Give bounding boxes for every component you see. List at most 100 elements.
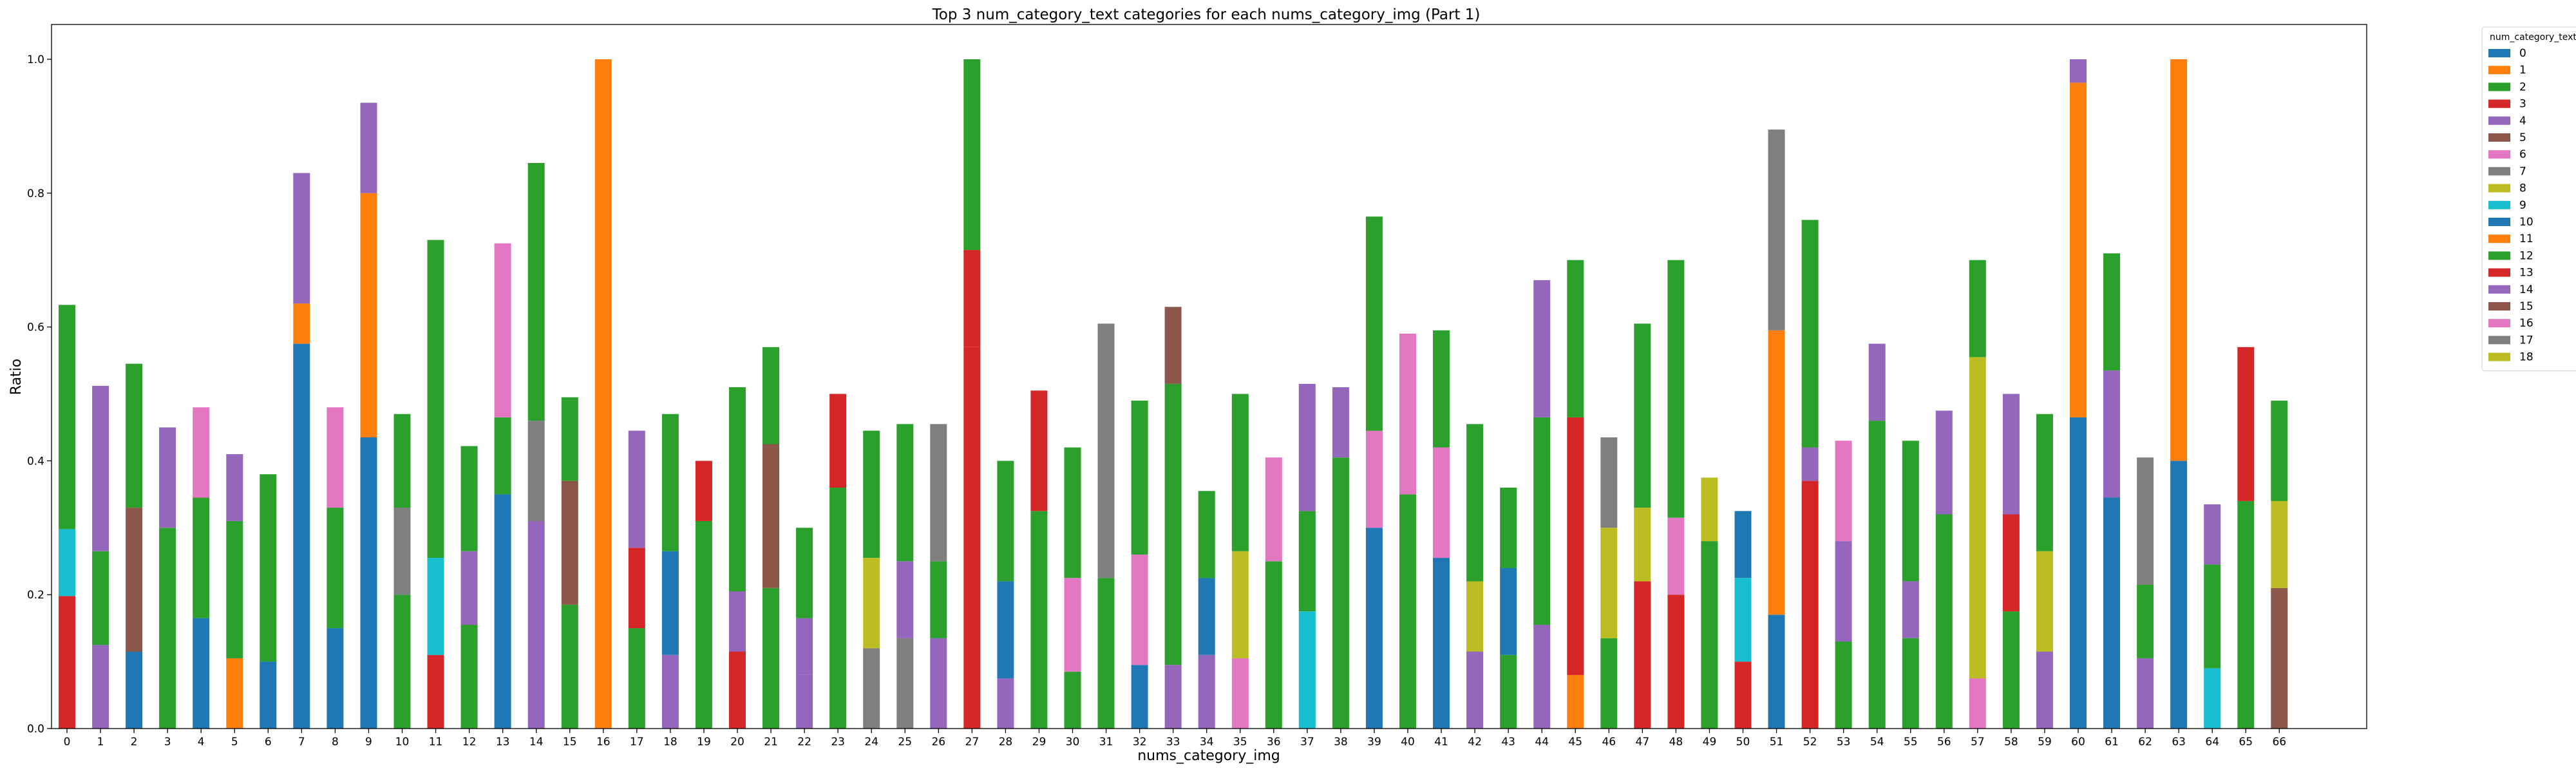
bar-segment-41-cat-10	[1433, 558, 1450, 729]
x-tick-label: 30	[1066, 736, 1080, 749]
legend-swatch-17	[2488, 336, 2510, 345]
bar-segment-64-cat-9	[2204, 668, 2221, 729]
bar-segment-37-cat-9	[1298, 611, 1316, 729]
bar-segment-55-cat-12	[1902, 638, 1919, 729]
x-axis-title: nums_category_img	[1137, 748, 1280, 764]
bar-segment-18-cat-10	[661, 551, 679, 655]
plot-frame	[51, 24, 2367, 729]
x-tick-label: 53	[1837, 736, 1851, 749]
y-tick-label: 0.0	[27, 723, 44, 736]
bar-segment-3-cat-4	[159, 427, 176, 528]
x-tick-label: 27	[965, 736, 980, 749]
bar-segment-47-cat-18	[1634, 508, 1651, 582]
bar-segment-59-cat-12	[2036, 414, 2053, 551]
bar-segment-18-cat-2	[661, 414, 679, 551]
bar-segment-56-cat-14	[1935, 410, 1953, 515]
legend-swatch-8	[2488, 184, 2510, 193]
bar-segment-3-cat-2	[159, 528, 176, 729]
x-tick-label: 58	[2004, 736, 2018, 749]
x-tick-label: 42	[1468, 736, 1482, 749]
bar-segment-5-cat-1	[226, 658, 243, 729]
bar-segment-14-cat-7	[527, 421, 545, 521]
bar-segment-57-cat-16	[1969, 678, 1986, 729]
bar-segment-48-cat-13	[1667, 595, 1685, 729]
x-tick-label: 48	[1669, 736, 1683, 749]
legend-label-8: 8	[2519, 182, 2526, 195]
bar-segment-8-cat-0	[327, 628, 344, 729]
x-tick-label: 36	[1267, 736, 1281, 749]
bar-segment-37-cat-14	[1298, 383, 1316, 511]
bar-segment-46-cat-12	[1600, 638, 1618, 729]
bar-segment-14-cat-4	[527, 520, 545, 729]
bar-segment-23-cat-13	[829, 394, 847, 488]
bar-segment-50-cat-9	[1734, 578, 1752, 662]
bar-segment-25-cat-12	[896, 424, 914, 562]
legend-swatch-12	[2488, 251, 2510, 260]
x-tick-label: 3	[164, 736, 171, 749]
legend-label-3: 3	[2519, 98, 2526, 111]
x-tick-label: 59	[2038, 736, 2052, 749]
x-tick-label: 7	[298, 736, 305, 749]
bar-segment-28-cat-14	[997, 678, 1014, 729]
bar-segment-11-cat-3	[427, 654, 444, 729]
bar-segment-32-cat-12	[1131, 400, 1148, 555]
x-tick-label: 29	[1032, 736, 1046, 749]
legend-swatch-3	[2488, 99, 2510, 108]
bar-segment-41-cat-16	[1433, 447, 1450, 558]
bar-segment-19-cat-2	[695, 520, 712, 729]
bar-segment-35-cat-12	[1231, 394, 1249, 551]
x-tick-label: 25	[898, 736, 912, 749]
x-tick-label: 45	[1568, 736, 1582, 749]
bar-segment-10-cat-7	[393, 508, 411, 595]
legend-swatch-0	[2488, 49, 2510, 57]
bar-segment-17-cat-4	[628, 430, 645, 548]
bar-segment-13-cat-2	[494, 417, 511, 495]
bar-segment-38-cat-14	[1332, 387, 1349, 458]
x-tick-label: 57	[1971, 736, 1985, 749]
bar-segment-43-cat-12	[1500, 488, 1517, 568]
bar-segment-19-cat-3	[695, 461, 712, 521]
legend-box	[2481, 26, 2576, 372]
legend-label-9: 9	[2519, 199, 2526, 212]
x-axis: 0 1 2 3 4 5 6 7 8 9 10 11 12 13 14 15 16 17 18 19 20 21 22 23 24…	[64, 729, 2286, 749]
bar-segment-51-cat-11	[1768, 330, 1785, 615]
bar-segment-5-cat-4	[226, 454, 243, 521]
bar-segment-9-cat-1	[360, 193, 377, 437]
bar-segment-17-cat-3	[628, 548, 645, 629]
x-tick-label: 10	[395, 736, 410, 749]
bar-segment-5-cat-2	[226, 520, 243, 658]
legend-label-2: 2	[2519, 81, 2526, 93]
bar-segment-0-cat-3	[59, 596, 75, 729]
x-tick-label: 63	[2172, 736, 2186, 749]
bar-segment-62-cat-12	[2137, 584, 2154, 658]
legend-swatch-18	[2488, 352, 2510, 361]
x-tick-label: 43	[1501, 736, 1515, 749]
legend-swatch-13	[2488, 268, 2510, 277]
x-tick-label: 39	[1367, 736, 1381, 749]
bar-segment-36-cat-16	[1265, 457, 1282, 562]
bar-segment-39-cat-16	[1365, 430, 1383, 528]
bar-segment-27-cat-13	[963, 250, 981, 347]
legend-swatch-4	[2488, 116, 2510, 125]
x-tick-label: 11	[429, 736, 443, 749]
bar-segment-1-cat-2	[92, 551, 109, 645]
bar-segment-10-cat-2	[393, 414, 411, 508]
legend-label-11: 11	[2519, 233, 2533, 245]
x-tick-label: 5	[231, 736, 238, 749]
bar-segment-30-cat-16	[1064, 578, 1081, 672]
x-tick-label: 62	[2138, 736, 2152, 749]
y-axis-title: Ratio	[8, 359, 24, 395]
bar-segment-31-cat-17	[1097, 323, 1115, 578]
bar-segment-39-cat-12	[1365, 216, 1383, 431]
bar-segment-20-cat-4	[729, 591, 746, 652]
x-tick-label: 44	[1535, 736, 1549, 749]
bar-segment-57-cat-18	[1969, 357, 1986, 679]
x-tick-label: 24	[864, 736, 878, 749]
bar-segment-55-cat-14	[1902, 581, 1919, 638]
bar-segment-23-cat-12	[829, 488, 847, 729]
bar-segment-59-cat-14	[2036, 651, 2053, 729]
bar-segment-60-cat-10	[2070, 417, 2087, 729]
x-tick-label: 51	[1770, 736, 1784, 749]
legend-swatch-5	[2488, 133, 2510, 142]
x-tick-label: 1	[97, 736, 104, 749]
